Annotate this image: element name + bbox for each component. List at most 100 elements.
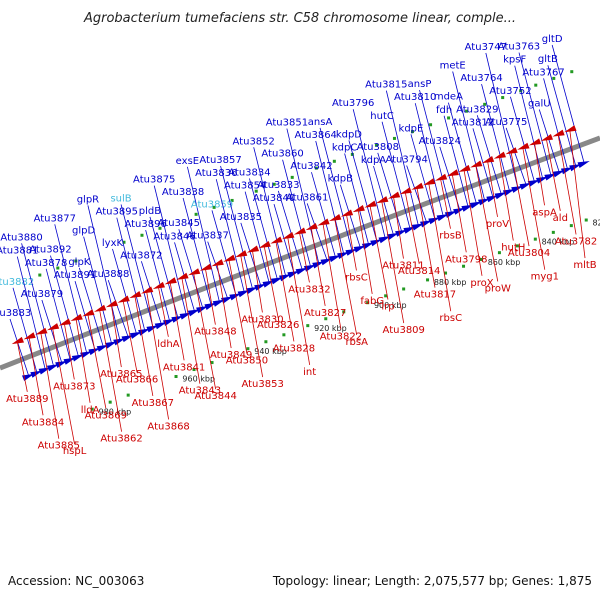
forward-gene-arrow[interactable]: [312, 261, 325, 269]
gene-label[interactable]: Atu3881: [0, 246, 38, 257]
gene-label[interactable]: Atu3763: [498, 42, 540, 53]
reverse-gene-arrow[interactable]: [317, 218, 330, 226]
gene-label[interactable]: rbsB: [439, 231, 462, 242]
gene-label[interactable]: Atu3891: [54, 270, 96, 281]
forward-gene-arrow[interactable]: [295, 267, 308, 275]
gene-label[interactable]: Atu3862: [100, 434, 142, 445]
gene-label[interactable]: Atu3850: [226, 356, 268, 367]
gene-label[interactable]: Atu3829: [456, 104, 498, 115]
forward-gene-arrow[interactable]: [353, 245, 366, 253]
gene-label[interactable]: rbsA: [345, 337, 368, 348]
reverse-gene-arrow[interactable]: [470, 160, 483, 168]
gene-label[interactable]: Atu3808: [357, 142, 399, 153]
gene-label[interactable]: kpsF: [503, 55, 526, 66]
reverse-gene-arrow[interactable]: [329, 214, 342, 222]
gene-label[interactable]: Atu3747: [465, 42, 507, 53]
gene-label[interactable]: Atu3842: [290, 161, 332, 172]
reverse-gene-arrow[interactable]: [399, 187, 412, 195]
forward-gene-arrow[interactable]: [212, 299, 225, 307]
gene-label[interactable]: Atu3859: [191, 199, 233, 210]
gene-label[interactable]: proX: [470, 278, 493, 289]
gene-label[interactable]: int: [303, 367, 316, 378]
gene-label[interactable]: sulB: [110, 193, 131, 204]
forward-gene-arrow[interactable]: [154, 322, 167, 330]
reverse-gene-arrow[interactable]: [188, 268, 201, 276]
gene-label[interactable]: Atu3873: [53, 381, 95, 392]
reverse-gene-arrow[interactable]: [458, 164, 471, 172]
gene-label[interactable]: kdpD: [336, 129, 362, 140]
reverse-gene-arrow[interactable]: [270, 236, 283, 244]
gene-label[interactable]: Atu3895: [96, 207, 138, 218]
gene-label[interactable]: Atu3879: [21, 289, 63, 300]
gene-label[interactable]: Atu3844: [194, 391, 236, 402]
gene-label[interactable]: metE: [440, 61, 466, 72]
forward-gene-arrow[interactable]: [395, 229, 408, 237]
gene-label[interactable]: Atu3884: [22, 417, 64, 428]
forward-gene-arrow[interactable]: [204, 302, 217, 310]
gene-label[interactable]: Atu3833: [257, 180, 299, 191]
gene-label[interactable]: Atu3838: [162, 187, 204, 198]
reverse-gene-arrow[interactable]: [340, 209, 354, 217]
gene-label[interactable]: Atu3885: [38, 441, 80, 452]
reverse-gene-arrow[interactable]: [176, 272, 189, 280]
gene-label[interactable]: Atu3841: [163, 362, 205, 373]
gene-label[interactable]: Atu3811: [382, 261, 424, 272]
gene-label[interactable]: ald: [553, 213, 568, 224]
gene-label[interactable]: Atu3822: [320, 331, 362, 342]
gene-label[interactable]: ansP: [408, 79, 432, 90]
forward-gene-arrow[interactable]: [245, 286, 259, 294]
reverse-gene-arrow[interactable]: [528, 138, 542, 146]
gene-label[interactable]: Atu3814: [398, 266, 440, 277]
gene-label[interactable]: galU: [528, 98, 551, 109]
forward-gene-arrow[interactable]: [63, 357, 76, 365]
reverse-gene-arrow[interactable]: [246, 245, 260, 253]
gene-label[interactable]: Atu3835: [220, 212, 262, 223]
gene-label[interactable]: ldhA: [157, 339, 179, 350]
reverse-gene-arrow[interactable]: [540, 134, 553, 141]
gene-label[interactable]: kdpB: [328, 174, 353, 185]
reverse-gene-arrow[interactable]: [411, 182, 424, 190]
gene-label[interactable]: Atu3883: [0, 308, 31, 319]
gene-label[interactable]: Atu3830: [241, 314, 283, 325]
gene-label[interactable]: aspA: [532, 207, 557, 218]
gene-label[interactable]: Atu3872: [120, 250, 162, 261]
gene-label[interactable]: Atu3889: [6, 394, 48, 405]
gene-label[interactable]: Atu3826: [257, 320, 299, 331]
reverse-gene-arrow[interactable]: [387, 191, 401, 199]
gene-label[interactable]: myg1: [531, 272, 559, 283]
forward-gene-arrow[interactable]: [436, 214, 449, 222]
forward-gene-arrow[interactable]: [88, 347, 101, 356]
gene-label[interactable]: Atu3834: [228, 167, 270, 178]
gene-label[interactable]: Atu3832: [288, 284, 330, 295]
forward-gene-arrow[interactable]: [237, 290, 250, 298]
gene-label[interactable]: ansA: [308, 117, 333, 128]
forward-gene-arrow[interactable]: [55, 360, 68, 368]
gene-label[interactable]: Atu3877: [34, 213, 76, 224]
gene-label[interactable]: Atu3878: [25, 258, 67, 269]
forward-gene-arrow[interactable]: [38, 367, 51, 375]
reverse-gene-arrow[interactable]: [564, 125, 577, 133]
forward-gene-arrow[interactable]: [345, 248, 358, 256]
gene-label[interactable]: Atu3812: [452, 117, 494, 128]
reverse-gene-arrow[interactable]: [481, 156, 495, 164]
reverse-gene-arrow[interactable]: [141, 286, 154, 294]
forward-gene-arrow[interactable]: [469, 201, 482, 209]
gene-label[interactable]: Atu3845: [158, 218, 200, 229]
gene-label[interactable]: Atu3864: [295, 130, 337, 141]
forward-gene-arrow[interactable]: [287, 270, 300, 278]
gene-label[interactable]: hutH: [501, 243, 525, 254]
forward-gene-arrow[interactable]: [428, 217, 441, 225]
forward-gene-arrow[interactable]: [536, 176, 549, 184]
reverse-gene-arrow[interactable]: [282, 232, 295, 240]
gene-label[interactable]: gltB: [538, 54, 558, 65]
gene-label[interactable]: fabG: [360, 296, 384, 307]
gene-label[interactable]: Atu3798: [445, 254, 487, 265]
gene-label[interactable]: Atu3804: [508, 248, 550, 259]
gene-label[interactable]: kdpC: [332, 143, 357, 154]
gene-label[interactable]: Atu3809: [383, 325, 425, 336]
reverse-gene-arrow[interactable]: [211, 259, 224, 267]
forward-gene-arrow[interactable]: [478, 198, 491, 206]
reverse-gene-arrow[interactable]: [70, 313, 83, 321]
gene-label[interactable]: gltD: [542, 34, 563, 45]
reverse-gene-arrow[interactable]: [35, 327, 48, 335]
